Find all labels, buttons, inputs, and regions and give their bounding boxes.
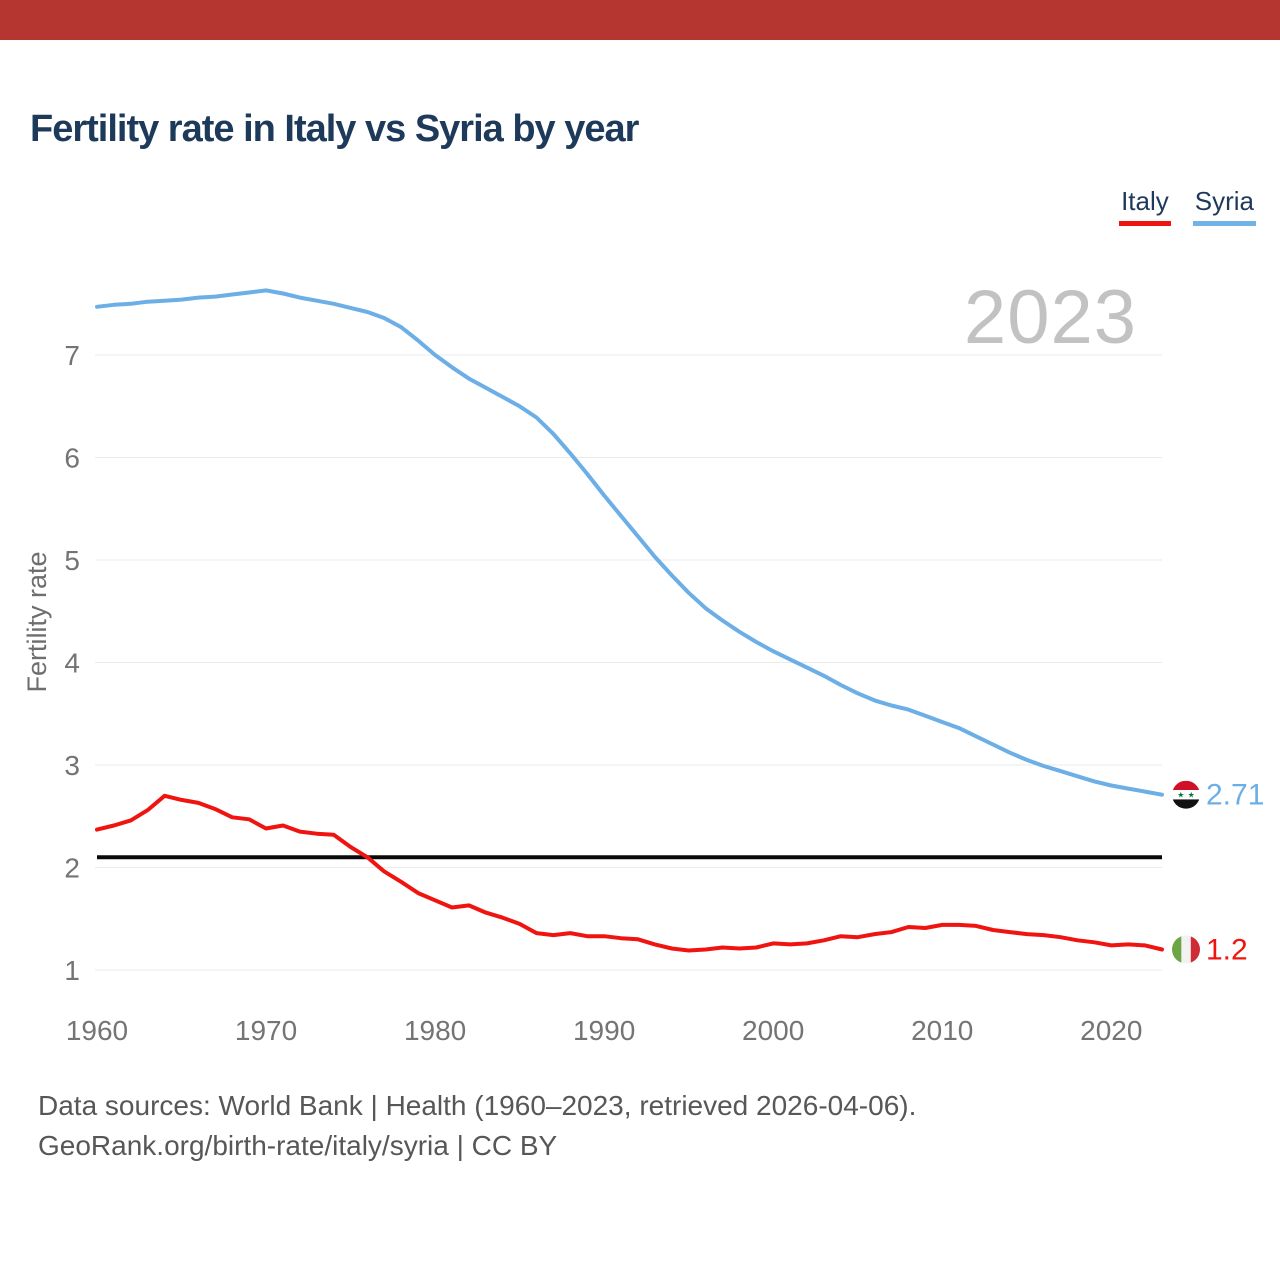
legend-item-italy[interactable]: Italy [1119,186,1171,226]
syria-line[interactable] [95,288,1164,797]
y-tick-label: 4 [64,648,80,679]
year-watermark: 2023 [964,275,1137,360]
footer-sources: Data sources: World Bank | Health (1960–… [38,1090,917,1121]
y-tick-label: 6 [64,443,80,474]
x-tick-label: 2020 [1080,1015,1142,1046]
x-tick-label: 1990 [573,1015,635,1046]
y-tick-label: 3 [64,750,80,781]
x-tick-label: 2010 [911,1015,973,1046]
syria-flag-star: ★ [1188,791,1195,800]
axis-labels: 1 2 3 4 5 6 7 1960 1970 1980 1990 2000 2010 2020 [64,340,1142,1046]
legend: Italy Syria [1119,186,1256,226]
y-tick-label: 1 [64,955,80,986]
syria-flag-icon: ★ ★ [1172,780,1200,809]
syria-end-value: 2.71 [1206,779,1264,812]
y-tick-label: 2 [64,853,80,884]
footer: Data sources: World Bank | Health (1960–… [38,1086,916,1166]
y-tick-label: 7 [64,340,80,371]
italy-end-value: 1.2 [1206,934,1248,967]
italy-flag-icon [1172,935,1200,964]
chart-title: Fertility rate in Italy vs Syria by year [30,108,639,150]
gridlines [95,354,1162,971]
footer-link: GeoRank.org/birth-rate/italy/syria | CC … [38,1130,558,1161]
top-bar [0,0,1280,40]
y-tick-label: 5 [64,545,80,576]
series-lines [95,288,1164,953]
x-tick-label: 1970 [235,1015,297,1046]
x-tick-label: 2000 [742,1015,804,1046]
legend-item-syria[interactable]: Syria [1192,186,1256,226]
x-tick-label: 1980 [404,1015,466,1046]
syria-flag-star: ★ [1177,791,1184,800]
italy-line[interactable] [95,793,1164,953]
y-axis-title: Fertility rate [22,551,52,692]
x-tick-label: 1960 [66,1015,128,1046]
